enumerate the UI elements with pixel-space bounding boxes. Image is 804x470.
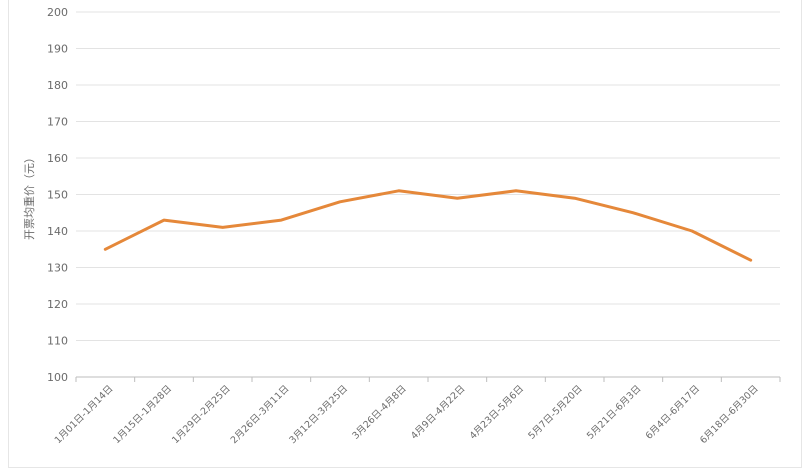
- x-tick-label: 3月12日-3月25日: [287, 383, 350, 446]
- x-tick-label: 4月23日-5月6日: [468, 383, 526, 441]
- x-tick-label: 4月9日-4月22日: [409, 383, 467, 441]
- x-tick-label: 3月26日-4月8日: [350, 383, 408, 441]
- y-tick-label: 150: [47, 189, 68, 202]
- y-tick-label: 140: [47, 225, 68, 238]
- y-tick-label: 110: [47, 335, 68, 348]
- x-tick-label: 5月7日-5月20日: [526, 383, 584, 441]
- y-tick-label: 190: [47, 43, 68, 56]
- y-tick-label: 170: [47, 116, 68, 129]
- x-tick-label: 2月26日-3月11日: [229, 383, 292, 446]
- y-tick-label: 180: [47, 79, 68, 92]
- y-tick-label: 130: [47, 262, 68, 275]
- x-tick-label: 1月15日-1月28日: [111, 383, 174, 446]
- x-tick-label: 6月18日-6月30日: [698, 383, 761, 446]
- x-tick-label: 1月01日-1月14日: [53, 383, 116, 446]
- y-tick-label: 120: [47, 298, 68, 311]
- gridlines: [76, 11, 780, 341]
- x-tick-label: 6月4日-6月17日: [644, 383, 702, 441]
- chart-frame: [8, 0, 802, 468]
- y-axis-label: 开票均重价（元）: [22, 152, 36, 240]
- x-tick-labels: 1月01日-1月14日1月15日-1月28日1月29日-2月25日2月26日-3…: [53, 383, 761, 446]
- y-tick-label: 100: [47, 371, 68, 384]
- x-tick-label: 5月21日-6月3日: [585, 383, 643, 441]
- y-tick-label: 160: [47, 152, 68, 165]
- y-tick-label: 200: [47, 6, 68, 19]
- x-tick-label: 1月29日-2月25日: [170, 383, 233, 446]
- series-line: [103, 189, 753, 262]
- y-tick-labels: 100 110 120 130 140 150 160 170 180 190 200: [47, 6, 68, 384]
- x-tick-marks: [75, 377, 781, 382]
